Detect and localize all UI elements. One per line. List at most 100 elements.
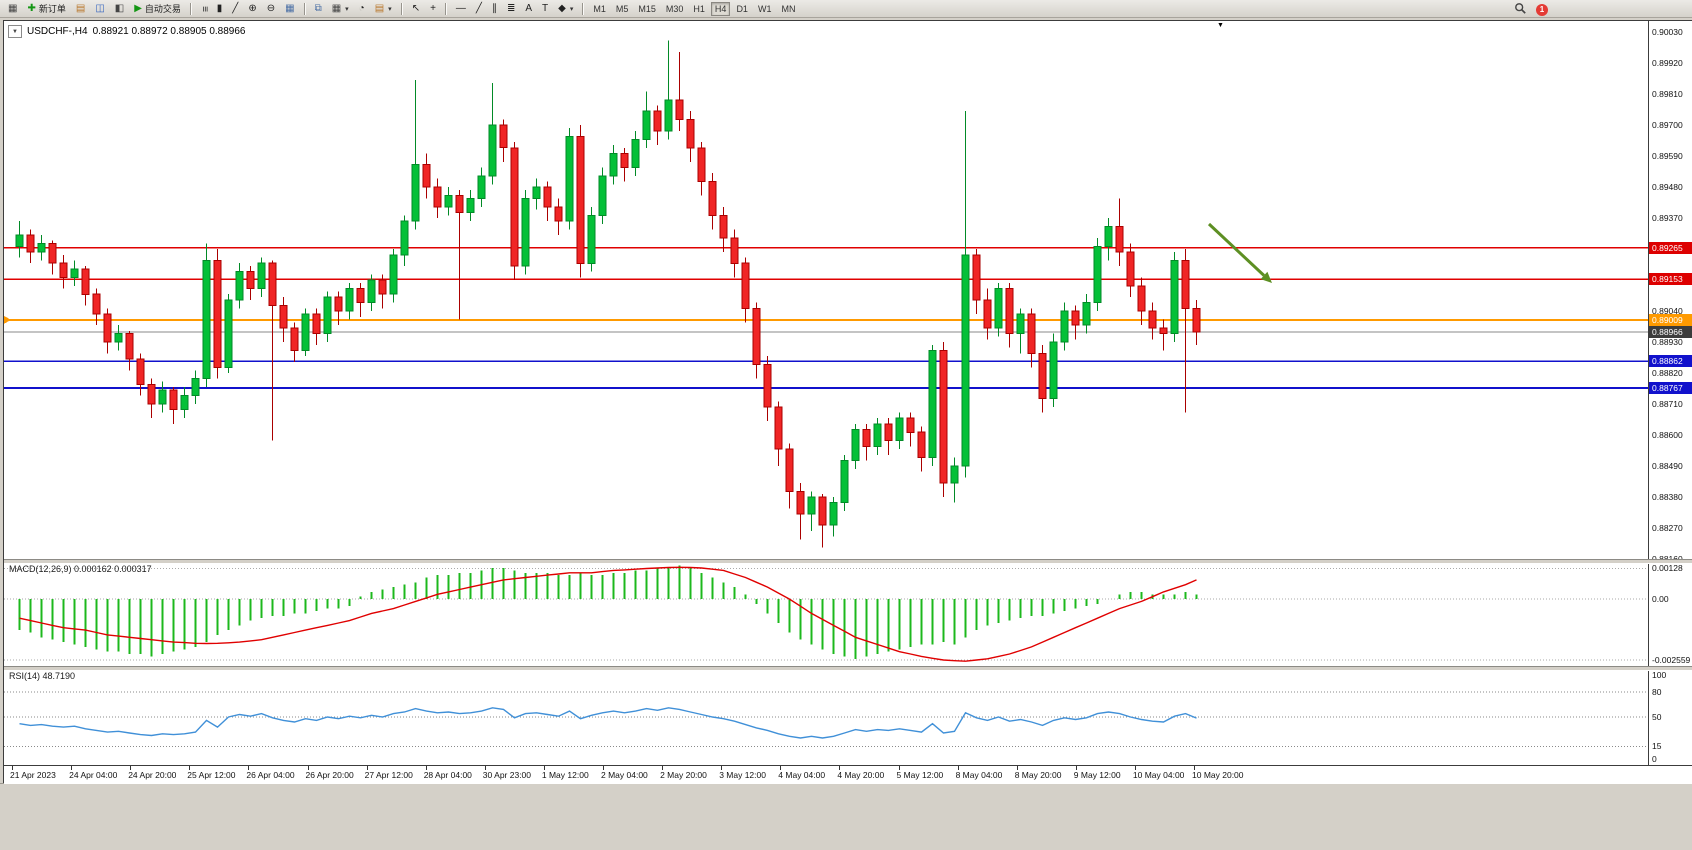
candle [840, 459, 849, 504]
time-axis-label: 24 Apr 04:00 [69, 770, 118, 780]
candle [37, 243, 46, 253]
pane-separator[interactable] [4, 559, 1692, 564]
candle [928, 350, 937, 459]
calendar-icon: ▤ [374, 2, 385, 14]
horizontal-levels[interactable] [4, 246, 1649, 389]
chart-shift-marker[interactable]: ▼ [1217, 22, 1224, 29]
annotation-arrow[interactable] [1207, 222, 1272, 283]
time-axis-tick [1075, 766, 1077, 770]
navigator-button[interactable]: ◧ [111, 1, 128, 16]
trendline-button[interactable]: ╱ [472, 1, 486, 16]
notification-badge[interactable]: 1 [1536, 3, 1548, 16]
macd-pane[interactable]: MACD(12,26,9) 0.000162 0.000317 [4, 562, 1649, 666]
macd-indicator-label: MACD(12,26,9) 0.000162 0.000317 [9, 564, 152, 574]
cascade-windows-icon: ⧉ [314, 2, 322, 14]
time-axis-label: 8 May 20:00 [1014, 770, 1062, 780]
new-chart-button[interactable]: ▦ [4, 1, 21, 16]
candle [147, 383, 156, 405]
time-axis-label: 24 Apr 20:00 [128, 770, 177, 780]
autotrading-button[interactable]: ▶ 自动交易 [130, 1, 185, 16]
candle [455, 195, 464, 214]
fibonacci-button[interactable]: ≣ [503, 1, 519, 16]
one-click-trading-toggle[interactable]: ▼ [8, 25, 22, 38]
market-watch-button[interactable]: ▤ [72, 1, 89, 16]
timeframe-h1-button[interactable]: H1 [689, 2, 709, 16]
pane-separator[interactable] [4, 666, 1692, 671]
cascade-windows-button[interactable]: ⧉ [311, 1, 326, 16]
candle [1005, 288, 1014, 335]
price-axis-tick: 0.89920 [1652, 58, 1683, 69]
price-pane[interactable]: ▼ USDCHF-,H4 0.88921 0.88972 0.88905 0.8… [4, 21, 1649, 559]
new-chart-dropdown-icon: ▦ [331, 2, 342, 14]
timeframe-m1-button[interactable]: M1 [589, 2, 610, 16]
time-axis[interactable]: 21 Apr 2023 24 Apr 04:00 24 Apr 20:00 25 Ap… [4, 765, 1692, 784]
tile-windows-button[interactable]: ▦ [281, 1, 298, 16]
candlestick-button[interactable]: ▮ [213, 1, 227, 16]
price-axis-tick: 0.89480 [1652, 182, 1683, 193]
time-axis-tick [1194, 766, 1195, 770]
text-icon: A [525, 2, 533, 14]
new-chart-dropdown-button[interactable]: ▦ ▾ [328, 1, 353, 16]
zoom-in-icon: ⊕ [248, 2, 257, 14]
time-axis-tick [1134, 766, 1136, 770]
candle [741, 262, 750, 309]
line-chart-icon: ╱ [232, 2, 239, 14]
bar-chart-icon: ≡ [198, 5, 210, 12]
price-axis-tick: 0.89040 [1652, 306, 1683, 317]
text-button[interactable]: A [521, 1, 536, 16]
cursor-button[interactable]: ↖ [408, 1, 424, 16]
horizontal-line-button[interactable]: — [452, 1, 470, 16]
shapes-dropdown-button[interactable]: ◆ ▾ [554, 1, 577, 16]
macd-axis-tick: 0.00128 [1652, 563, 1683, 574]
timeframe-d1-button[interactable]: D1 [732, 2, 752, 16]
candle [70, 268, 79, 278]
time-axis-tick [721, 766, 723, 770]
time-axis-label: 9 May 12:00 [1073, 770, 1121, 780]
crosshair-button[interactable]: + [426, 1, 440, 16]
price-badge: 0.89153 [1649, 273, 1692, 286]
timeframe-w1-button[interactable]: W1 [754, 2, 776, 16]
time-axis-tick [1016, 766, 1018, 770]
candle [1027, 313, 1036, 354]
price-axis-tick: 0.89700 [1652, 120, 1683, 131]
timeframe-m5-button[interactable]: M5 [612, 2, 633, 16]
candle [345, 288, 354, 312]
timeframe-m15-button[interactable]: M15 [634, 2, 660, 16]
candle [1126, 251, 1135, 287]
rsi-pane[interactable]: RSI(14) 48.7190 [4, 669, 1649, 765]
new-order-button[interactable]: ✚ 新订单 [23, 1, 69, 16]
data-window-button[interactable]: ◫ [91, 1, 108, 16]
candle [81, 268, 90, 295]
candle [48, 243, 57, 264]
timeframe-m30-button[interactable]: M30 [662, 2, 688, 16]
candle [719, 214, 728, 239]
zoom-out-button[interactable]: ⊖ [263, 1, 279, 16]
candle [1016, 313, 1025, 335]
time-axis-tick [71, 766, 73, 770]
candle [565, 136, 574, 222]
price-axis[interactable]: 0.90030 0.89920 0.89810 0.89700 0.89590 0.894… [1648, 21, 1692, 765]
candle [1082, 302, 1091, 326]
channel-button[interactable]: ∥ [488, 1, 501, 16]
bar-chart-button[interactable]: ≡ [197, 1, 211, 16]
ohlc-readout: 0.88921 0.88972 0.88905 0.88966 [92, 26, 246, 37]
calendar-dropdown-button[interactable]: ▤ ▾ [371, 1, 396, 16]
line-chart-button[interactable]: ╱ [228, 1, 242, 16]
text-label-button[interactable]: T [538, 1, 552, 16]
time-axis-tick [12, 766, 13, 770]
candle [1148, 310, 1157, 329]
candle [609, 152, 618, 177]
time-axis-label: 26 Apr 04:00 [246, 770, 295, 780]
rsi-axis-tick: 15 [1652, 741, 1662, 752]
rsi-axis-tick: 50 [1652, 712, 1662, 722]
search-icon[interactable] [1514, 2, 1527, 17]
zoom-in-button[interactable]: ⊕ [244, 1, 260, 16]
timeframe-h4-button[interactable]: H4 [710, 1, 731, 16]
clock-button[interactable]: ◔ [355, 1, 369, 16]
timeframe-toolbar: M1 M5 M15 M30 H1 H4 D1 W1 MN [588, 1, 800, 16]
price-axis-tick: 0.88380 [1652, 492, 1683, 503]
time-axis-label: 8 May 04:00 [955, 770, 1003, 780]
price-badge: 0.88966 [1649, 325, 1692, 338]
timeframe-mn-button[interactable]: MN [777, 2, 799, 16]
